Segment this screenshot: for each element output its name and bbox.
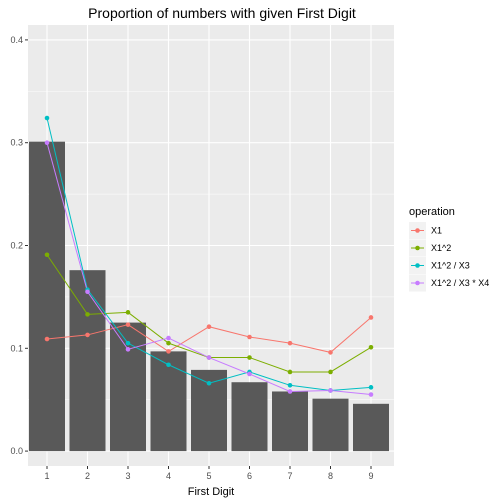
bar-2 xyxy=(69,270,106,452)
series-point-3-2 xyxy=(85,289,90,295)
bar-6 xyxy=(231,382,268,452)
series-point-0-8 xyxy=(328,350,333,355)
series-point-2-7 xyxy=(287,383,293,388)
series-point-3-6 xyxy=(247,371,252,377)
legend-label-1: X1^2 xyxy=(431,243,451,253)
series-point-0-4 xyxy=(166,349,171,354)
series-point-1-7 xyxy=(287,369,293,375)
series-point-3-3 xyxy=(125,347,131,352)
series-point-0-1 xyxy=(44,336,50,342)
series-point-0-2 xyxy=(85,332,90,338)
x-axis: 1 2 3 4 5 6 7 8 9 xyxy=(44,466,374,481)
series-point-1-8 xyxy=(328,369,333,375)
series-point-2-9 xyxy=(368,385,374,390)
chart-title: Proportion of numbers with given First D… xyxy=(88,5,356,21)
legend-label-3: X1^2 / X3 * X4 xyxy=(431,278,489,288)
series-point-2-3 xyxy=(125,340,131,346)
x-tick-label: 4 xyxy=(166,471,171,481)
y-axis: 0.0 0.1 0.2 0.3 0.4 xyxy=(10,35,28,456)
series-point-0-9 xyxy=(368,315,374,320)
series-point-0-6 xyxy=(247,334,252,340)
bar-1 xyxy=(29,141,65,452)
y-tick-label: 0.3 xyxy=(10,138,23,148)
x-tick-label: 3 xyxy=(125,471,130,481)
legend-key-point-0 xyxy=(415,228,420,233)
series-point-2-5 xyxy=(206,380,212,386)
series-point-1-9 xyxy=(368,344,374,350)
x-tick-label: 6 xyxy=(247,471,252,481)
x-tick-label: 2 xyxy=(85,471,90,481)
legend-label-2: X1^2 / X3 xyxy=(431,261,470,271)
series-point-1-6 xyxy=(247,355,252,360)
series-point-3-4 xyxy=(166,335,171,341)
series-point-0-7 xyxy=(287,340,293,346)
bar-9 xyxy=(353,403,389,452)
x-tick-label: 9 xyxy=(368,471,373,481)
series-point-3-8 xyxy=(328,388,333,393)
series-point-3-7 xyxy=(287,389,293,394)
x-tick-label: 8 xyxy=(328,471,333,481)
series-point-0-5 xyxy=(206,324,212,330)
series-point-2-4 xyxy=(166,362,171,368)
series-point-1-1 xyxy=(44,252,50,258)
x-tick-label: 7 xyxy=(287,471,292,481)
series-point-1-3 xyxy=(125,310,131,315)
series-point-1-4 xyxy=(166,340,171,346)
legend-key-point-1 xyxy=(415,245,420,251)
bar-4 xyxy=(150,351,187,452)
y-tick-label: 0.4 xyxy=(10,35,23,45)
series-points xyxy=(44,115,374,397)
series-point-3-9 xyxy=(368,392,374,397)
series-point-2-1 xyxy=(44,115,50,121)
x-tick-label: 5 xyxy=(206,471,211,481)
legend: operation X1 X1^2 X1^2 / X3 X1^2 / X3 * X4 xyxy=(409,206,489,292)
bar-7 xyxy=(272,391,308,452)
series-point-3-1 xyxy=(44,140,50,146)
bar-8 xyxy=(312,398,349,452)
y-tick-label: 0.1 xyxy=(10,343,23,353)
y-tick-label: 0.0 xyxy=(10,446,23,456)
x-tick-label: 1 xyxy=(44,471,49,481)
series-point-0-3 xyxy=(125,322,131,327)
legend-key-point-2 xyxy=(415,263,420,268)
legend-key-point-3 xyxy=(415,280,420,286)
legend-title: operation xyxy=(409,206,455,218)
series-point-1-2 xyxy=(85,312,90,317)
x-axis-title: First Digit xyxy=(188,486,234,498)
legend-label-0: X1 xyxy=(431,226,442,236)
series-point-3-5 xyxy=(206,355,212,360)
y-tick-label: 0.2 xyxy=(10,241,23,251)
bars xyxy=(29,141,389,452)
